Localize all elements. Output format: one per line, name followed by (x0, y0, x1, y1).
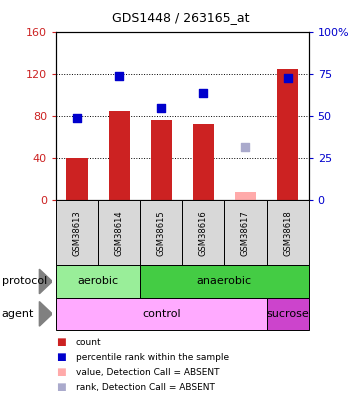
Text: ■: ■ (56, 382, 66, 392)
Polygon shape (39, 302, 52, 326)
Text: GSM38614: GSM38614 (115, 210, 123, 256)
Text: agent: agent (2, 309, 34, 319)
Text: rank, Detection Call = ABSENT: rank, Detection Call = ABSENT (76, 383, 215, 392)
Bar (109, 111, 130, 200)
Text: control: control (142, 309, 180, 319)
Point (74, 115, 80, 122)
Text: GSM38617: GSM38617 (241, 210, 250, 256)
Text: percentile rank within the sample: percentile rank within the sample (76, 353, 229, 362)
Polygon shape (39, 269, 52, 294)
Text: ■: ■ (56, 367, 66, 377)
Point (285, 75, 291, 81)
Point (116, 73, 122, 79)
Text: aerobic: aerobic (78, 277, 119, 286)
Text: GSM38613: GSM38613 (73, 210, 82, 256)
Point (158, 105, 164, 111)
Text: GDS1448 / 263165_at: GDS1448 / 263165_at (112, 11, 249, 24)
Text: ■: ■ (56, 337, 66, 347)
Bar (277, 69, 298, 200)
Bar (235, 192, 256, 200)
Text: GSM38615: GSM38615 (157, 210, 166, 256)
Text: GSM38618: GSM38618 (283, 210, 292, 256)
Text: ■: ■ (56, 352, 66, 362)
Text: anaerobic: anaerobic (197, 277, 252, 286)
Bar (151, 119, 172, 200)
Text: sucrose: sucrose (266, 309, 309, 319)
Bar (66, 158, 87, 200)
Text: value, Detection Call = ABSENT: value, Detection Call = ABSENT (76, 368, 219, 377)
Point (243, 143, 248, 150)
Point (200, 90, 206, 96)
Bar (193, 124, 214, 200)
Text: protocol: protocol (2, 277, 47, 286)
Text: GSM38616: GSM38616 (199, 210, 208, 256)
Text: count: count (76, 338, 101, 347)
